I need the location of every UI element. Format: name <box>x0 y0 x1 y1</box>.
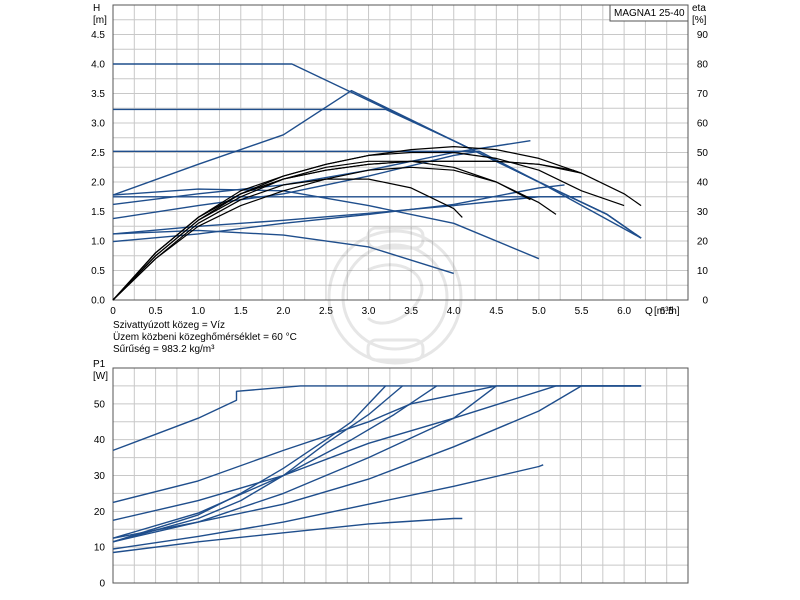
efficiency-curves <box>112 146 642 301</box>
head-plot-frame <box>112 4 689 301</box>
efficiency-curve <box>112 166 531 301</box>
eta-tick-label: 20 <box>697 237 709 248</box>
q-tick-label: 3.5 <box>404 306 418 317</box>
q-tick-label: 4.5 <box>489 306 503 317</box>
head-curve <box>112 184 565 243</box>
h-tick-label: 4.0 <box>91 60 105 71</box>
power-grid <box>112 367 689 584</box>
p1-tick-label: 0 <box>99 579 105 590</box>
h-tick-label: 2.5 <box>91 148 105 159</box>
eta-tick-label: 70 <box>697 89 709 100</box>
q-tick-label: 2.0 <box>276 306 290 317</box>
q-tick-label: 1.5 <box>234 306 248 317</box>
eta-axis-label: eta <box>692 3 706 14</box>
p1-tick-label: 30 <box>94 471 106 482</box>
power-chart: 0 10 20 30 40 50 P1 [W] <box>93 359 689 590</box>
p1-tick-label: 10 <box>94 543 106 554</box>
q-tick-label: 5.5 <box>575 306 589 317</box>
head-curve <box>112 150 480 220</box>
power-curve <box>112 385 387 543</box>
model-label-box <box>609 4 689 22</box>
power-curve <box>112 385 642 521</box>
h-axis-label: H <box>93 3 100 14</box>
h-tick-label: 1.0 <box>91 237 105 248</box>
efficiency-curve <box>112 178 463 301</box>
power-curve <box>112 385 642 452</box>
head-grid <box>112 4 689 301</box>
power-curves <box>112 385 642 554</box>
h-tick-label: 3.0 <box>91 119 105 130</box>
head-curve <box>112 188 540 260</box>
q-tick-label: 0 <box>110 306 116 317</box>
q-tick-label: 0.5 <box>149 306 163 317</box>
h-tick-label: 1.5 <box>91 207 105 218</box>
efficiency-curve <box>112 146 642 301</box>
p1-axis-ticks: 0 10 20 30 40 50 <box>94 399 106 589</box>
watermark-logo <box>327 226 463 365</box>
eta-tick-label: 40 <box>697 178 709 189</box>
eta-tick-label: 0 <box>702 296 708 307</box>
h-tick-label: 0.5 <box>91 266 105 277</box>
h-axis-unit: [m] <box>93 15 107 26</box>
p1-axis-unit: [W] <box>93 371 108 382</box>
h-tick-label: 2.0 <box>91 178 105 189</box>
power-curve <box>112 385 642 539</box>
eta-tick-label: 10 <box>697 266 709 277</box>
eta-tick-label: 30 <box>697 207 709 218</box>
q-tick-label: 5.0 <box>532 306 546 317</box>
q-tick-label: 6.5 <box>660 306 674 317</box>
head-curve <box>112 229 454 275</box>
q-tick-label: 1.0 <box>191 306 205 317</box>
eta-tick-label: 60 <box>697 119 709 130</box>
info-temperature: Üzem közbeni közeghőmérséklet = 60 °C <box>113 331 297 343</box>
p1-tick-label: 40 <box>94 435 106 446</box>
info-medium: Szivattyúzott közeg = Víz <box>113 320 225 331</box>
q-tick-label: 4.0 <box>447 306 461 317</box>
power-curve <box>112 464 544 550</box>
h-tick-label: 3.5 <box>91 89 105 100</box>
h-tick-label: 0.0 <box>91 296 105 307</box>
head-chart: 0 0.5 1.0 1.5 2.0 2.5 3.0 3.5 4.0 4.5 5.0 5.5 6.0 6.5… <box>91 3 708 355</box>
eta-axis-unit: [%] <box>692 15 707 26</box>
model-label: MAGNA1 25-40 <box>614 8 685 19</box>
eta-tick-label: 80 <box>697 60 709 71</box>
p1-tick-label: 20 <box>94 507 106 518</box>
power-curve <box>112 517 463 554</box>
power-curve <box>112 385 497 543</box>
eta-tick-label: 50 <box>697 148 709 159</box>
p1-axis-label: P1 <box>93 359 106 370</box>
q-axis-label: Q <box>645 306 653 317</box>
q-tick-label: 2.5 <box>319 306 333 317</box>
q-tick-label: 6.0 <box>617 306 631 317</box>
h-tick-label: 4.5 <box>91 30 105 41</box>
eta-axis-ticks: 0 10 20 30 40 50 60 70 80 90 <box>697 30 709 307</box>
p1-tick-label: 50 <box>94 399 106 410</box>
q-axis-unit: [m³/h] <box>654 306 680 317</box>
info-density: Sűrűség = 983.2 kg/m³ <box>113 344 215 355</box>
q-tick-label: 3.0 <box>362 306 376 317</box>
head-curve <box>112 89 642 239</box>
head-curve <box>112 140 531 206</box>
h-axis-ticks: 0.0 0.5 1.0 1.5 2.0 2.5 3.0 3.5 4.0 4.5 <box>91 30 105 307</box>
power-curve <box>112 385 438 539</box>
eta-tick-label: 90 <box>697 30 709 41</box>
q-axis-ticks: 0 0.5 1.0 1.5 2.0 2.5 3.0 3.5 4.0 4.5 5.0 5.5 6.0 6.5 <box>110 306 674 317</box>
power-curve <box>112 385 404 543</box>
power-plot-frame <box>112 367 689 584</box>
